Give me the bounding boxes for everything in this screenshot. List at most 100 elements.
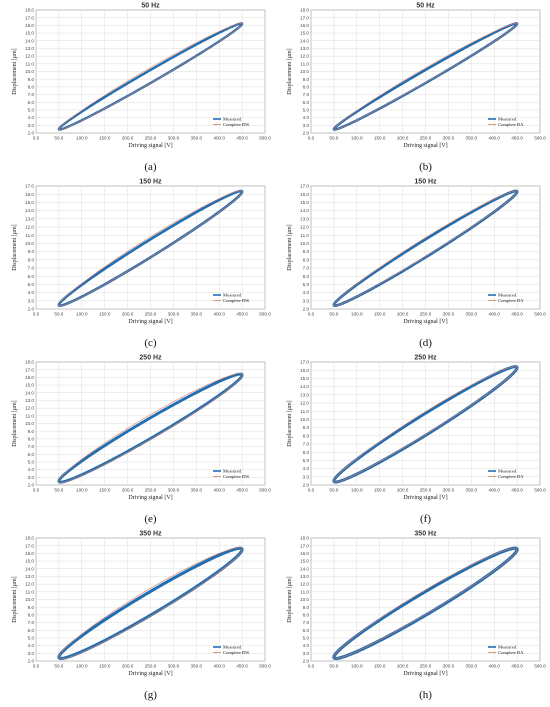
legend-label: Complete BW xyxy=(223,298,250,303)
chart-svg-d: 0.0 50.0 100.0 150.0 200.0 250.0 300.0 350.0 400… xyxy=(287,179,546,350)
y-tick-label: 14.0 xyxy=(25,38,34,43)
x-tick-label: 0.0 xyxy=(33,136,40,141)
chart-svg-c: 0.0 50.0 100.0 150.0 200.0 250.0 300.0 350.0 400… xyxy=(12,179,271,350)
y-tick-label: 9.0 xyxy=(28,605,35,610)
x-tick-label: 350.0 xyxy=(466,312,478,317)
y-tick-label: 7.0 xyxy=(28,620,35,625)
series-model-line xyxy=(333,366,518,483)
x-tick-label: 500.0 xyxy=(534,488,546,493)
x-tick-label: 100.0 xyxy=(76,488,88,493)
y-tick-label: 12.0 xyxy=(300,225,309,230)
legend-label: Complete BA xyxy=(498,122,524,127)
y-tick-label: 11.0 xyxy=(25,589,34,594)
y-tick-label: 13.0 xyxy=(25,398,34,403)
y-tick-label: 10.0 xyxy=(25,597,34,602)
series-model-line xyxy=(333,190,518,306)
chart-panel-e: 0.0 50.0 100.0 150.0 200.0 250.0 300.0 350.0 400… xyxy=(0,352,275,528)
y-tick-label: 14.0 xyxy=(25,208,34,213)
y-tick-label: 16.0 xyxy=(25,192,34,197)
x-tick-label: 0.0 xyxy=(33,664,40,669)
x-tick-label: 250.0 xyxy=(145,488,157,493)
x-tick-label: 400.0 xyxy=(488,136,500,141)
x-tick-label: 500.0 xyxy=(259,488,271,493)
x-tick-label: 350.0 xyxy=(191,136,203,141)
x-tick-label: 200.0 xyxy=(122,312,134,317)
y-tick-label: 7.0 xyxy=(28,444,35,449)
y-tick-label: 18.0 xyxy=(25,536,34,541)
y-tick-label: 18.0 xyxy=(300,536,309,541)
legend-label: Measured xyxy=(498,117,517,122)
x-axis-label: Driving signal [V] xyxy=(403,143,447,149)
y-tick-label: 15.0 xyxy=(300,376,309,381)
y-tick-label: 2.0 xyxy=(28,307,35,312)
x-axis-label: Driving signal [V] xyxy=(128,319,172,325)
y-tick-label: 11.0 xyxy=(25,61,34,66)
y-tick-label: 15.0 xyxy=(300,31,309,36)
x-tick-label: 400.0 xyxy=(488,312,500,317)
x-tick-label: 0.0 xyxy=(308,664,315,669)
x-tick-label: 250.0 xyxy=(420,312,432,317)
y-tick-label: 10.0 xyxy=(300,597,309,602)
panel-label: (b) xyxy=(419,161,432,173)
chart-svg-b: 0.0 50.0 100.0 150.0 200.0 250.0 300.0 350.0 400… xyxy=(287,3,546,174)
y-tick-label: 3.0 xyxy=(303,123,310,128)
x-tick-label: 200.0 xyxy=(397,312,409,317)
y-tick-label: 8.0 xyxy=(303,612,310,617)
x-tick-label: 450.0 xyxy=(511,312,523,317)
x-tick-label: 250.0 xyxy=(145,136,157,141)
x-tick-label: 50.0 xyxy=(329,136,338,141)
legend-label: Complete BA xyxy=(498,474,524,479)
y-tick-label: 4.0 xyxy=(28,643,35,648)
y-tick-label: 7.0 xyxy=(28,92,35,97)
x-tick-label: 50.0 xyxy=(54,312,63,317)
x-tick-label: 300.0 xyxy=(168,664,180,669)
x-tick-label: 350.0 xyxy=(191,488,203,493)
y-tick-label: 10.0 xyxy=(300,417,309,422)
y-tick-label: 12.0 xyxy=(300,401,309,406)
x-tick-label: 450.0 xyxy=(236,312,248,317)
chart-panel-d: 0.0 50.0 100.0 150.0 200.0 250.0 300.0 350.0 400… xyxy=(275,176,550,352)
legend-label: Complete BA xyxy=(498,650,524,655)
chart-title: 50 Hz xyxy=(416,3,435,10)
y-tick-label: 2.0 xyxy=(303,483,310,488)
chart-panel-b: 0.0 50.0 100.0 150.0 200.0 250.0 300.0 350.0 400… xyxy=(275,0,550,176)
y-tick-label: 13.0 xyxy=(25,574,34,579)
x-tick-label: 0.0 xyxy=(308,136,315,141)
x-tick-label: 250.0 xyxy=(145,664,157,669)
chart-title: 350 Hz xyxy=(414,531,437,538)
y-tick-label: 11.0 xyxy=(300,409,309,414)
y-tick-label: 9.0 xyxy=(303,425,310,430)
y-tick-label: 8.0 xyxy=(28,612,35,617)
chart-svg-e: 0.0 50.0 100.0 150.0 200.0 250.0 300.0 350.0 400… xyxy=(12,355,271,526)
legend-label: Complete BW xyxy=(223,474,250,479)
chart-title: 350 Hz xyxy=(139,531,162,538)
y-tick-label: 6.0 xyxy=(303,628,310,633)
x-tick-label: 50.0 xyxy=(329,312,338,317)
chart-title: 250 Hz xyxy=(414,355,437,362)
x-axis-label: Driving signal [V] xyxy=(403,671,447,677)
chart-svg-a: 0.0 50.0 100.0 150.0 200.0 250.0 300.0 350.0 400… xyxy=(12,3,271,174)
x-tick-label: 400.0 xyxy=(488,664,500,669)
y-tick-label: 15.0 xyxy=(25,31,34,36)
x-tick-label: 400.0 xyxy=(488,488,500,493)
series-model-line xyxy=(333,23,518,130)
y-tick-label: 17.0 xyxy=(25,184,34,189)
y-tick-label: 18.0 xyxy=(25,8,34,13)
y-tick-label: 6.0 xyxy=(303,274,310,279)
chart-svg-f: 0.0 50.0 100.0 150.0 200.0 250.0 300.0 350.0 400… xyxy=(287,355,546,526)
x-tick-label: 300.0 xyxy=(443,136,455,141)
y-tick-label: 5.0 xyxy=(303,636,310,641)
x-tick-label: 0.0 xyxy=(308,488,315,493)
y-tick-label: 5.0 xyxy=(28,460,35,465)
y-tick-label: 17.0 xyxy=(25,367,34,372)
y-tick-label: 11.0 xyxy=(300,589,309,594)
x-tick-label: 450.0 xyxy=(236,664,248,669)
x-tick-label: 500.0 xyxy=(534,312,546,317)
y-tick-label: 9.0 xyxy=(28,77,35,82)
y-tick-label: 3.0 xyxy=(303,651,310,656)
